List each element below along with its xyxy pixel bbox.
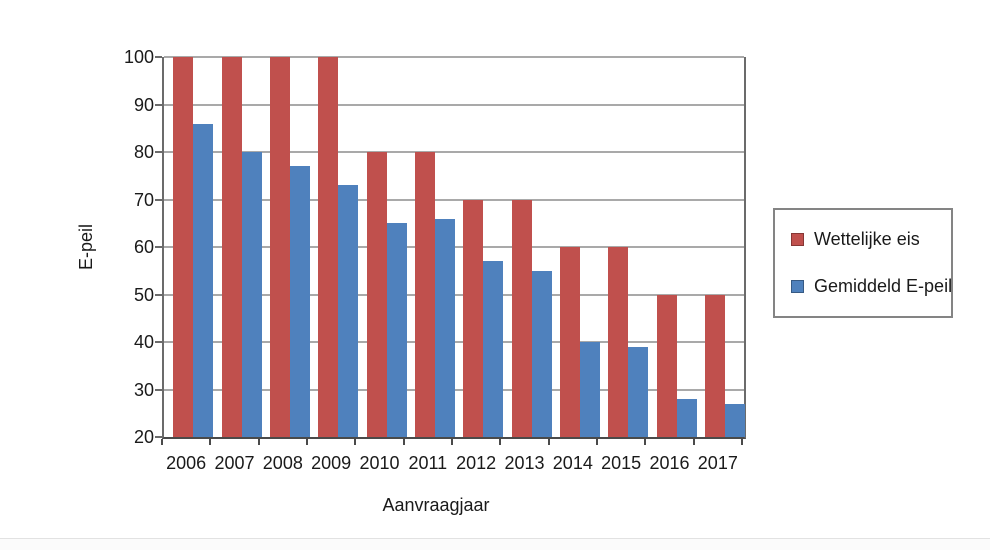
bar-wettelijke-eis-2016: [656, 294, 677, 437]
legend-item-gemiddeld-e-peil: Gemiddeld E-peil: [791, 276, 953, 297]
y-tick-mark-90: [155, 103, 162, 106]
x-tick-label-2012: 2012: [456, 453, 497, 473]
y-tick-mark-40: [155, 341, 162, 343]
x-tick-mark-6: [451, 439, 453, 445]
bar-wettelijke-eis-2014: [559, 247, 580, 437]
bar-gemiddeld-e-peil-2006: [193, 123, 214, 437]
gridline-80: [164, 151, 744, 153]
x-tick-label-2017: 2017: [697, 453, 738, 473]
y-tick-mark-20: [155, 436, 162, 438]
legend: Wettelijke eis Gemiddeld E-peil: [773, 208, 953, 318]
x-tick-mark-7: [499, 439, 502, 445]
y-tick-label-40: 40: [133, 332, 154, 352]
bar-wettelijke-eis-2012: [463, 199, 484, 437]
x-tick-mark-3: [306, 439, 308, 445]
bar-wettelijke-eis-2006: [173, 57, 194, 437]
x-tick-mark-12: [741, 439, 743, 445]
legend-label: Gemiddeld E-peil: [814, 276, 953, 296]
bar-wettelijke-eis-2015: [608, 247, 629, 437]
bar-gemiddeld-e-peil-2009: [338, 185, 359, 437]
x-tick-label-2011: 2011: [408, 453, 448, 473]
y-tick-label-50: 50: [133, 284, 154, 305]
y-tick-label-90: 90: [133, 94, 154, 115]
bar-wettelijke-eis-2010: [366, 152, 387, 437]
y-tick-mark-70: [155, 198, 162, 201]
y-tick-mark-100: [155, 56, 162, 58]
y-tick-label-30: 30: [133, 379, 154, 400]
x-tick-label-2009: 2009: [311, 453, 352, 473]
page-bottom-edge: [0, 538, 990, 550]
y-tick-label-100: 100: [123, 47, 154, 67]
legend-swatch-blue-icon: [791, 280, 804, 293]
bar-wettelijke-eis-2009: [318, 57, 339, 437]
x-tick-label-2013: 2013: [504, 453, 545, 473]
x-tick-mark-5: [402, 439, 405, 445]
bar-gemiddeld-e-peil-2007: [241, 152, 262, 437]
bar-wettelijke-eis-2008: [269, 57, 290, 437]
x-tick-label-2015: 2015: [601, 453, 642, 473]
y-tick-label-80: 80: [133, 142, 154, 162]
x-tick-mark-8: [547, 439, 550, 445]
x-tick-mark-2: [257, 439, 260, 445]
y-tick-mark-50: [155, 293, 162, 296]
legend-label: Wettelijke eis: [814, 229, 920, 249]
bar-gemiddeld-e-peil-2016: [676, 399, 697, 437]
y-tick-mark-80: [155, 151, 162, 153]
bar-gemiddeld-e-peil-2013: [531, 270, 552, 437]
x-axis-title: Aanvraagjaar: [382, 495, 490, 515]
y-tick-label-60: 60: [133, 237, 154, 257]
gridline-70: [164, 198, 744, 201]
bar-wettelijke-eis-2017: [704, 294, 725, 437]
x-tick-mark-10: [644, 439, 647, 445]
bar-gemiddeld-e-peil-2014: [579, 342, 600, 437]
y-tick-mark-60: [155, 246, 162, 248]
x-tick-mark-0: [161, 439, 163, 445]
x-tick-mark-4: [354, 439, 357, 445]
bar-gemiddeld-e-peil-2010: [386, 223, 407, 437]
plot-area: [162, 56, 746, 439]
legend-item-wettelijke-eis: Wettelijke eis: [791, 229, 951, 250]
bar-gemiddeld-e-peil-2008: [289, 166, 310, 437]
x-tick-label-2016: 2016: [649, 453, 690, 473]
bar-wettelijke-eis-2007: [221, 57, 242, 437]
bar-gemiddeld-e-peil-2015: [628, 346, 649, 437]
x-tick-label-2010: 2010: [359, 453, 400, 473]
y-tick-mark-30: [155, 388, 162, 391]
x-tick-label-2006: 2006: [166, 453, 207, 473]
bar-wettelijke-eis-2013: [511, 199, 532, 437]
gridline-100: [164, 56, 744, 58]
x-tick-mark-9: [596, 439, 598, 445]
bar-wettelijke-eis-2011: [414, 152, 435, 437]
bar-gemiddeld-e-peil-2012: [483, 261, 504, 437]
bar-gemiddeld-e-peil-2011: [434, 218, 455, 437]
y-tick-label-20: 20: [133, 427, 154, 447]
legend-swatch-red-icon: [791, 233, 804, 246]
y-tick-label-70: 70: [133, 189, 154, 210]
x-tick-label-2014: 2014: [552, 453, 593, 473]
x-tick-mark-11: [692, 439, 695, 445]
x-tick-label-2008: 2008: [262, 453, 303, 473]
x-tick-label-2007: 2007: [214, 453, 255, 473]
gridline-90: [164, 103, 744, 106]
x-tick-mark-1: [209, 439, 212, 445]
bar-gemiddeld-e-peil-2017: [724, 403, 745, 437]
